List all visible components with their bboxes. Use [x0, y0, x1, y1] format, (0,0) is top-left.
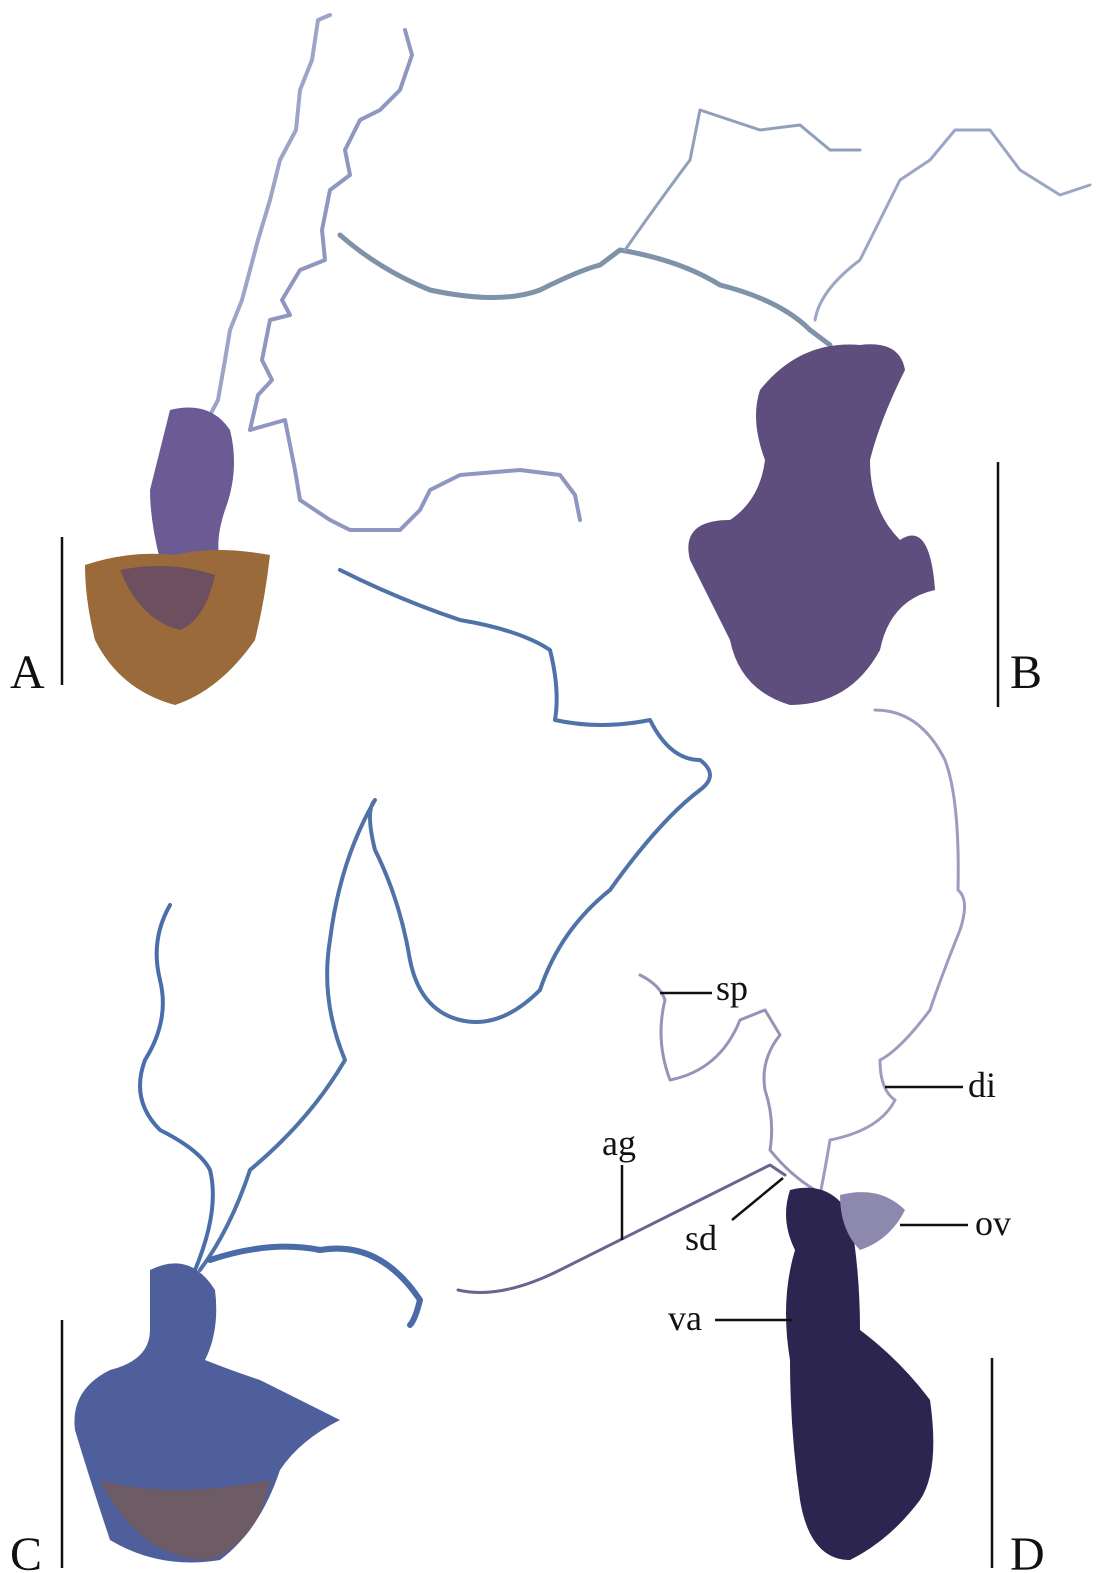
annotation: sp [716, 968, 748, 1008]
panel-label: B [1010, 646, 1042, 699]
annotation: va [668, 1298, 702, 1338]
specimen-d [456, 708, 966, 1560]
specimen-a [85, 13, 582, 705]
panel-label: C [10, 1528, 42, 1573]
specimen-c [74, 568, 712, 1563]
annotation: ag [602, 1123, 636, 1163]
panel-label: D [1010, 1528, 1045, 1573]
panel-label: A [10, 646, 45, 699]
annotation: sd [685, 1218, 717, 1258]
annotation: di [968, 1065, 996, 1105]
annotation: ov [975, 1203, 1011, 1243]
specimen-b [337, 108, 1092, 705]
leader-line [731, 1177, 784, 1221]
